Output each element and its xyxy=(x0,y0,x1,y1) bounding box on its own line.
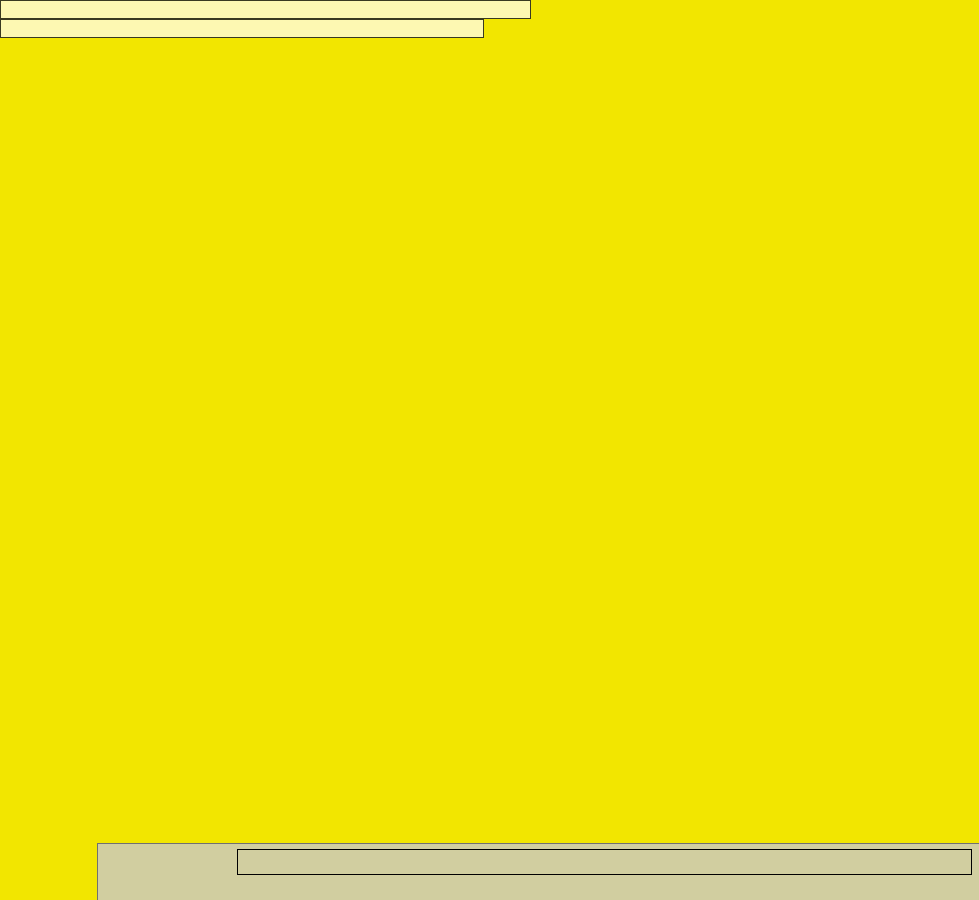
title-temperature-2m xyxy=(0,19,484,38)
legend-color-bar xyxy=(237,849,972,875)
legend-panel xyxy=(97,843,979,900)
title-convective-temperature xyxy=(0,0,531,19)
legend-tick-labels xyxy=(237,882,972,898)
